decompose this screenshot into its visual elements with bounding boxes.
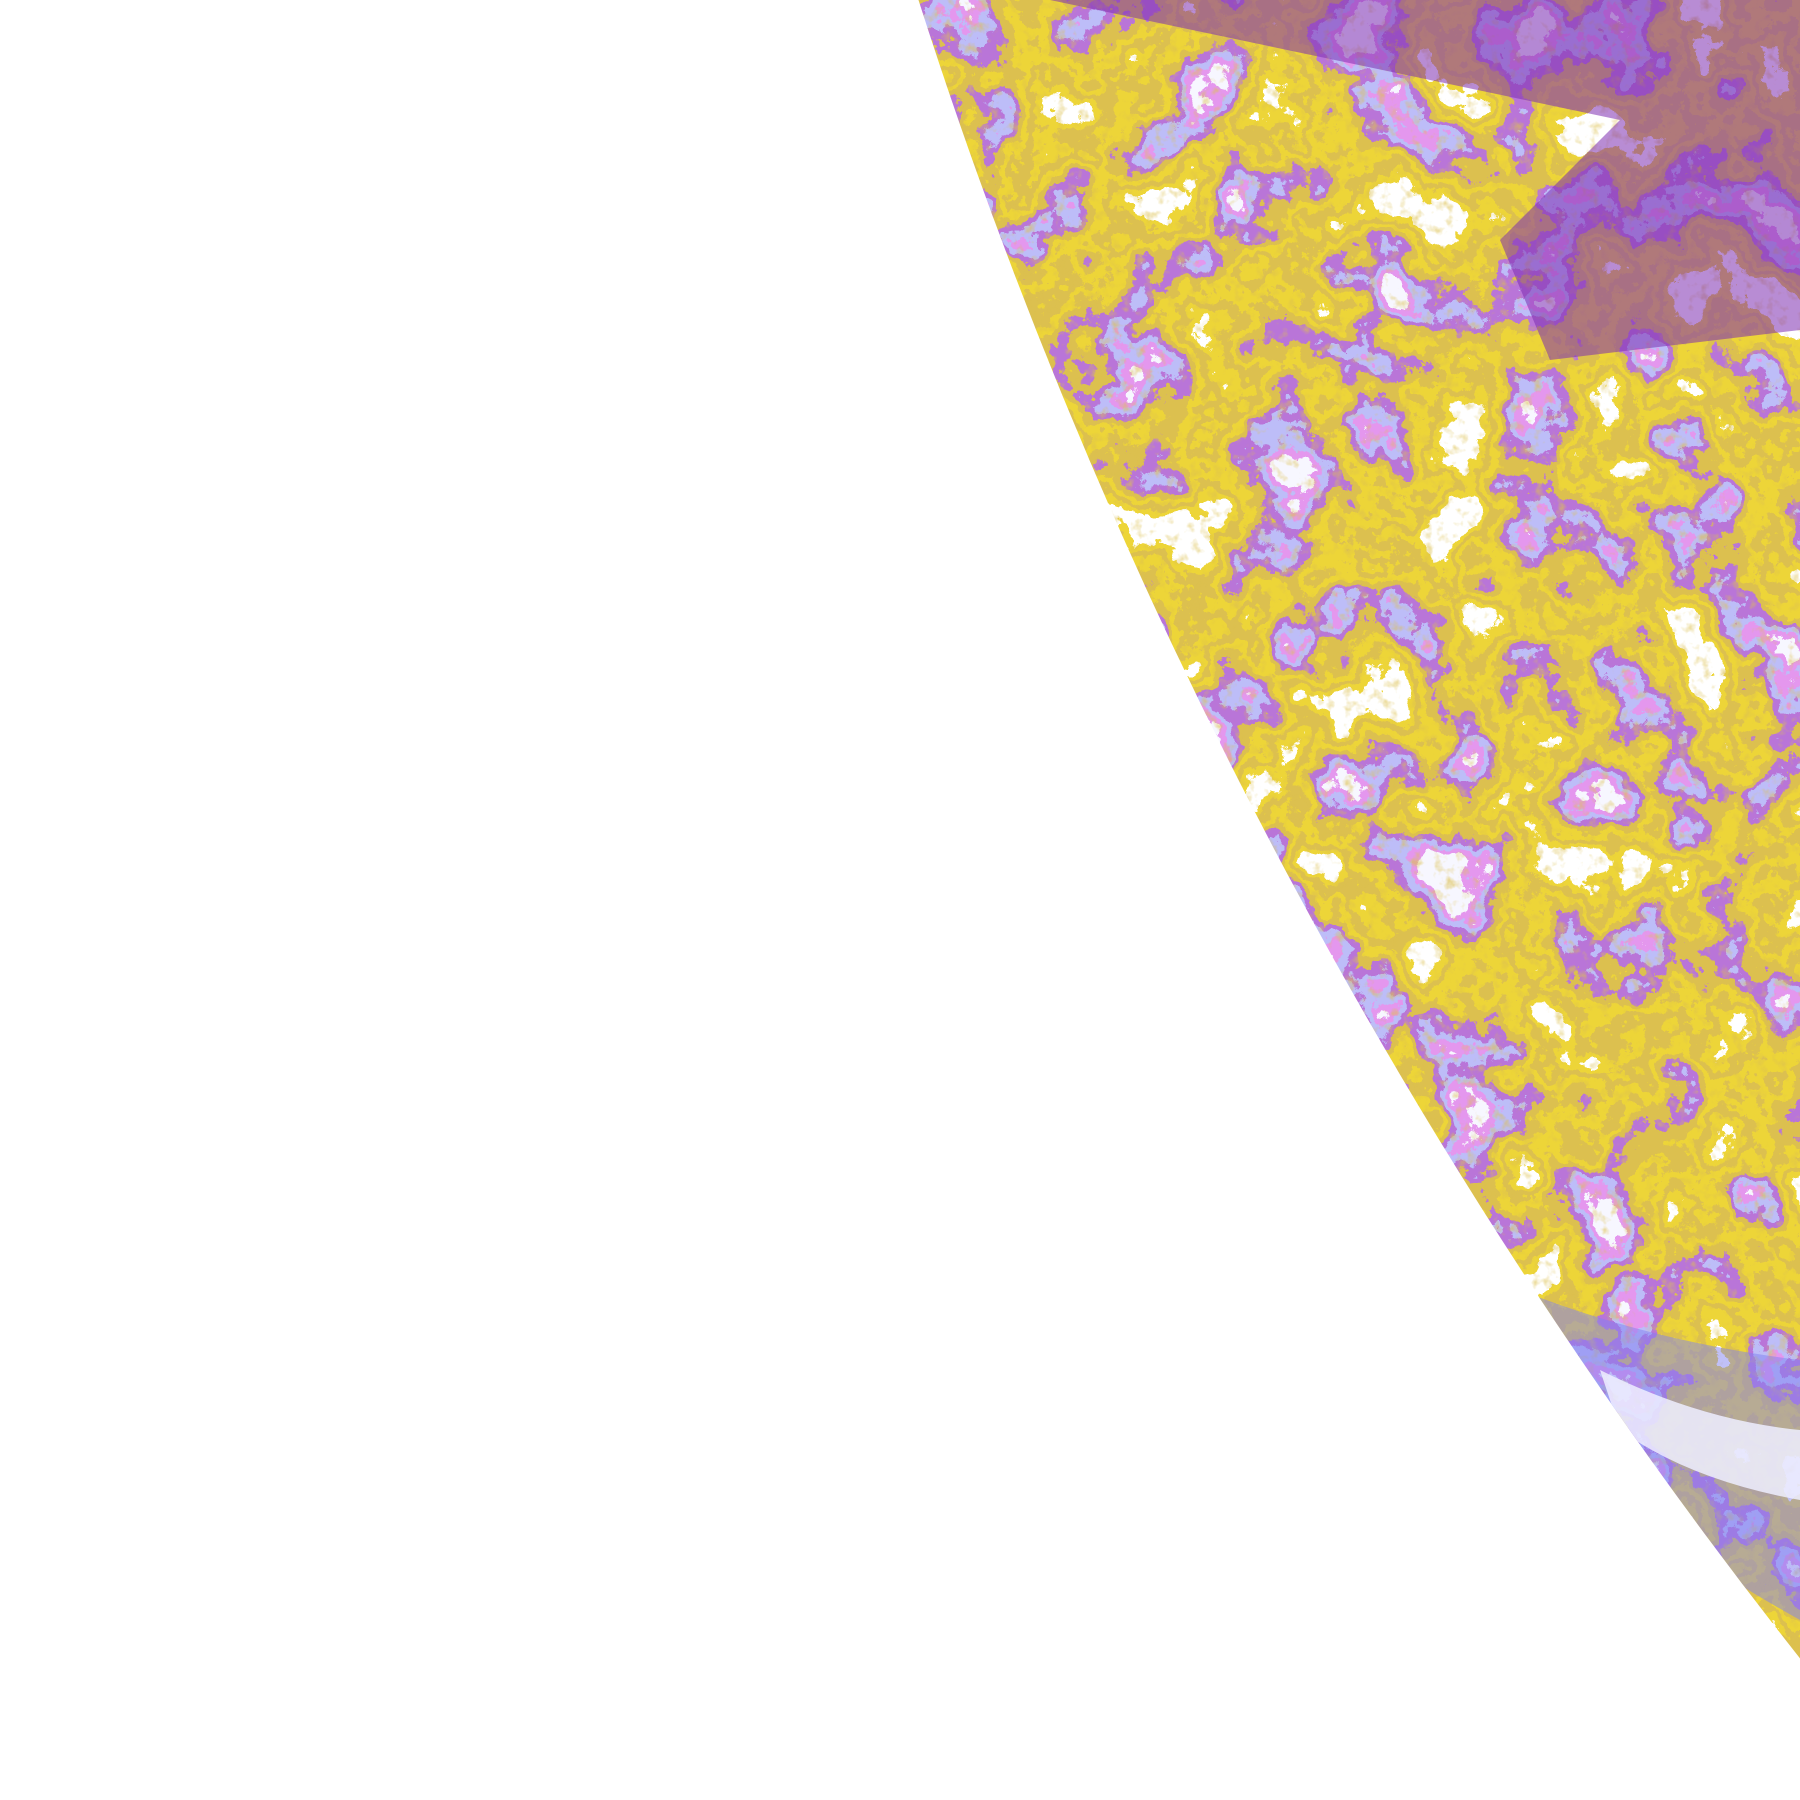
pale-cloud-region xyxy=(1600,1370,1800,1500)
purple-cloud-region xyxy=(1050,0,1800,360)
